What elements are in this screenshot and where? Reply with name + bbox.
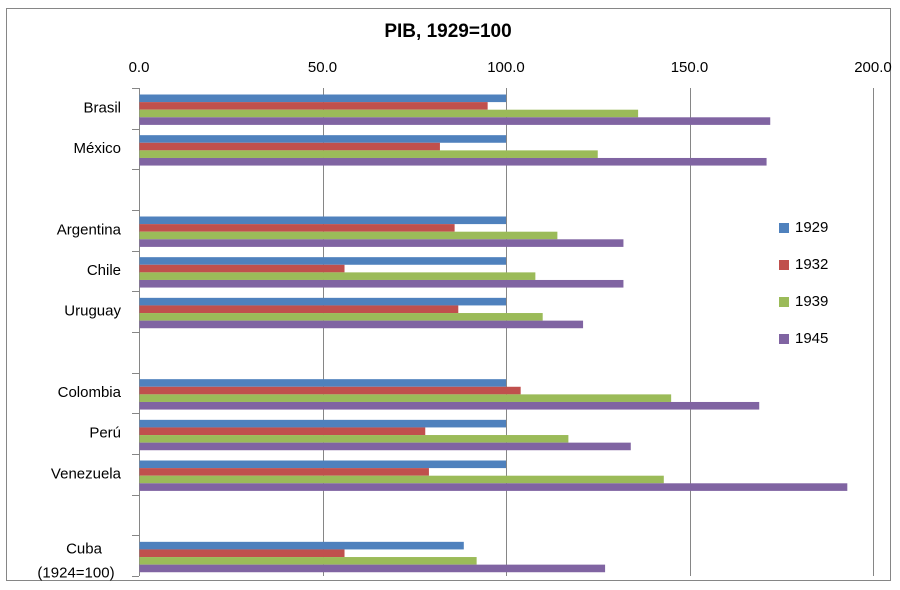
x-tick-label: 50.0 (308, 59, 337, 76)
bar-1929 (139, 419, 506, 428)
bar-1932 (139, 142, 440, 151)
bar-1939 (139, 313, 543, 321)
category-label: (1924=100) (37, 565, 114, 582)
bar-1929 (139, 135, 506, 143)
legend-label: 1939 (795, 293, 828, 310)
bar-1929 (139, 460, 506, 469)
x-tick-label: 200.0 (854, 59, 892, 76)
category-label: Uruguay (64, 303, 121, 320)
bar-1929 (139, 379, 506, 387)
bar-1929 (139, 297, 506, 306)
bar-1939 (139, 557, 477, 565)
category-label: Venezuela (51, 465, 122, 482)
bar-1945 (139, 564, 606, 573)
x-tick-label: 100.0 (487, 59, 525, 76)
bar-1945 (139, 483, 848, 491)
legend-swatch (779, 223, 789, 233)
x-tick-label: 150.0 (671, 59, 709, 76)
legend-label: 1929 (795, 219, 828, 236)
category-label: Colombia (58, 384, 122, 401)
bar-1932 (139, 102, 488, 110)
bar-1945 (139, 401, 760, 410)
category-label: Cuba (66, 541, 103, 558)
bar-1939 (139, 231, 558, 240)
legend-label: 1945 (795, 330, 828, 347)
bar-1929 (139, 541, 464, 550)
legend: 1929 1932 1939 1945 (779, 219, 828, 347)
x-tick-label: 0.0 (129, 59, 150, 76)
bar-1939 (139, 109, 639, 118)
bar-1932 (139, 224, 455, 232)
bar-1939 (139, 150, 598, 158)
category-label: Brasil (83, 99, 121, 116)
legend-label: 1932 (795, 256, 828, 273)
bar-1945 (139, 117, 771, 125)
bar-1929 (139, 94, 506, 103)
bar-1932 (139, 264, 345, 273)
bars (139, 94, 848, 573)
bar-1945 (139, 320, 584, 329)
bar-1932 (139, 468, 429, 476)
category-labels: Brasil México Argentina Chile Uruguay Colombi… (37, 99, 121, 581)
bar-1945 (139, 157, 767, 166)
bar-1945 (139, 279, 624, 288)
x-tick-labels: 0.0 50.0 100.0 150.0 200.0 (129, 59, 892, 76)
bar-1939 (139, 475, 664, 484)
category-label: México (73, 140, 121, 157)
bar-1939 (139, 435, 569, 443)
category-label: Perú (89, 425, 121, 442)
category-label: Argentina (57, 221, 122, 238)
legend-swatch (779, 334, 789, 344)
bar-1945 (139, 239, 624, 247)
gridlines (132, 88, 874, 577)
bar-1932 (139, 427, 426, 436)
bar-1932 (139, 549, 345, 558)
bar-1932 (139, 386, 521, 395)
bar-1929 (139, 216, 506, 225)
bar-1939 (139, 394, 672, 402)
chart-title: PIB, 1929=100 (384, 21, 511, 42)
bar-1929 (139, 257, 506, 265)
bar-1945 (139, 442, 631, 451)
legend-swatch (779, 260, 789, 270)
legend-swatch (779, 297, 789, 307)
category-label: Chile (87, 262, 121, 279)
bar-1932 (139, 305, 459, 314)
bar-1939 (139, 272, 536, 280)
